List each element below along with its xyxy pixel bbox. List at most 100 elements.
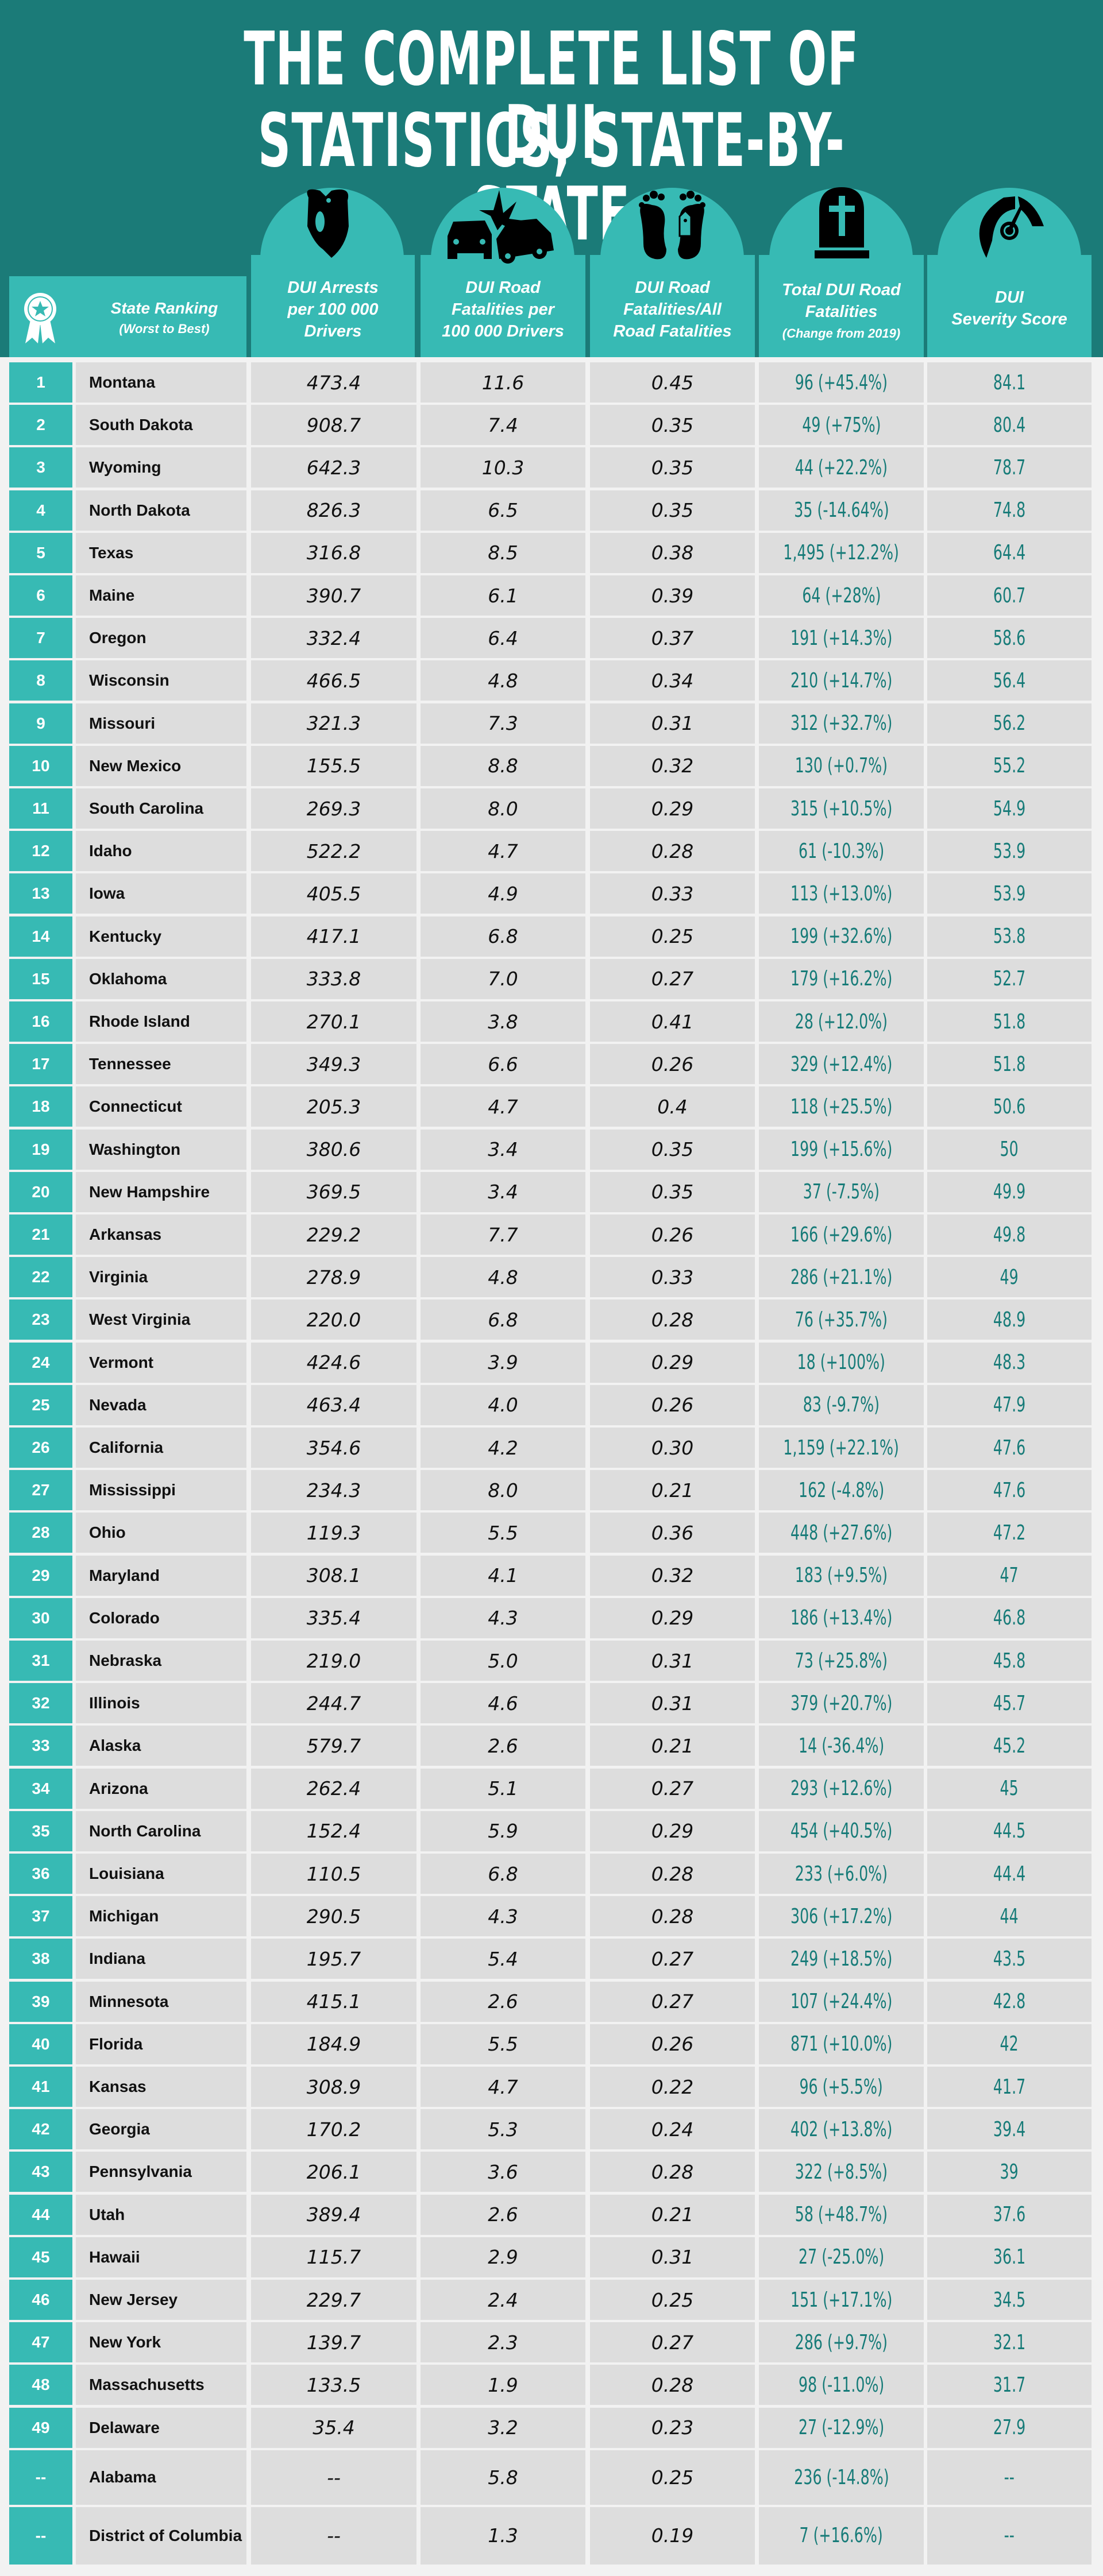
fatality-rate-cell: 6.4 [421,618,585,659]
total-fatalities-cell: 96 (+45.4%) [759,362,924,403]
fatality-share-cell: 0.21 [590,2194,755,2235]
tombstone-icon [815,187,869,258]
state-cell: New Hampshire [76,1171,246,1212]
rank-cell: 45 [9,2237,72,2277]
fatality-share-cell: 0.35 [590,1171,755,1212]
state-cell: Connecticut [76,1086,246,1127]
severity-score-cell: 45.7 [927,1683,1092,1724]
fatality-rate-cell: 1.3 [421,2507,585,2565]
table-row: 21 Arkansas 229.2 7.7 0.26 166 (+29.6%) … [0,1214,1103,1255]
state-cell: Hawaii [76,2237,246,2277]
fatality-share-cell: 0.31 [590,1641,755,1681]
rank-cell: 8 [9,660,72,701]
fatality-rate-cell: 4.7 [421,1086,585,1127]
total-fatalities-cell: 199 (+15.6%) [759,1129,924,1170]
severity-score-cell: 74.8 [927,490,1092,531]
rank-cell: 28 [9,1513,72,1553]
severity-score-cell: 84.1 [927,362,1092,403]
fatality-rate-cell: 5.5 [421,2024,585,2064]
arrests-cell: 380.6 [251,1129,416,1170]
severity-score-cell: 56.2 [927,703,1092,744]
state-cell: Arizona [76,1768,246,1809]
fatality-rate-cell: 11.6 [421,362,585,403]
severity-score-cell: 50 [927,1129,1092,1170]
rank-cell: 43 [9,2152,72,2192]
table-row: 14 Kentucky 417.1 6.8 0.25 199 (+32.6%) … [0,916,1103,957]
total-fatalities-cell: 329 (+12.4%) [759,1044,924,1085]
arrests-cell: 278.9 [251,1257,416,1298]
state-cell: Kentucky [76,916,246,957]
arrests-cell: 473.4 [251,362,416,403]
state-cell: Kansas [76,2067,246,2107]
fatality-rate-cell: 5.5 [421,1513,585,1553]
state-cell: South Carolina [76,788,246,829]
severity-score-cell: 31.7 [927,2365,1092,2405]
state-cell: Iowa [76,873,246,914]
arrests-cell: 316.8 [251,532,416,573]
fatality-rate-cell: 2.4 [421,2280,585,2320]
table-row: 42 Georgia 170.2 5.3 0.24 402 (+13.8%) 3… [0,2109,1103,2150]
severity-score-cell: 44.4 [927,1854,1092,1894]
table-row: 29 Maryland 308.1 4.1 0.32 183 (+9.5%) 4… [0,1555,1103,1596]
table-row: 8 Wisconsin 466.5 4.8 0.34 210 (+14.7%) … [0,660,1103,701]
rank-cell: 23 [9,1299,72,1340]
rank-cell: 18 [9,1086,72,1127]
total-fatalities-cell: 162 (-4.8%) [759,1470,924,1511]
rank-cell: 46 [9,2280,72,2320]
rank-cell: 7 [9,618,72,659]
arrests-cell: 405.5 [251,873,416,914]
fatality-rate-cell: 3.4 [421,1129,585,1170]
rank-cell: 30 [9,1598,72,1638]
arrests-cell: 139.7 [251,2322,416,2363]
arrests-cell: 270.1 [251,1001,416,1042]
table-row: 17 Tennessee 349.3 6.6 0.26 329 (+12.4%)… [0,1044,1103,1085]
rank-cell: 42 [9,2109,72,2150]
total-fatalities-cell: 14 (-36.4%) [759,1726,924,1766]
severity-score-cell: 45.8 [927,1641,1092,1681]
total-fatalities-cell: 166 (+29.6%) [759,1214,924,1255]
total-fatalities-cell: 286 (+21.1%) [759,1257,924,1298]
severity-score-cell: 47.6 [927,1470,1092,1511]
fatality-rate-cell: 5.1 [421,1768,585,1809]
total-fatalities-cell: 448 (+27.6%) [759,1513,924,1553]
state-cell: Missouri [76,703,246,744]
total-fatalities-cell: 64 (+28%) [759,575,924,616]
fatality-share-cell: 0.26 [590,1044,755,1085]
state-cell: Delaware [76,2407,246,2448]
state-cell: Arkansas [76,1214,246,1255]
state-cell: Minnesota [76,1981,246,2022]
severity-score-cell: 44 [927,1896,1092,1937]
fatality-rate-cell: 5.9 [421,1811,585,1851]
fatality-share-cell: 0.39 [590,575,755,616]
total-fatalities-cell: 191 (+14.3%) [759,618,924,659]
total-fatalities-cell: 210 (+14.7%) [759,660,924,701]
total-fatalities-cell: 151 (+17.1%) [759,2280,924,2320]
fatality-share-cell: 0.23 [590,2407,755,2448]
fatality-share-cell: 0.24 [590,2109,755,2150]
fatality-rate-cell: 2.6 [421,1726,585,1766]
state-cell: Massachusetts [76,2365,246,2405]
severity-score-cell: 43.5 [927,1939,1092,1979]
rank-cell: 2 [9,405,72,446]
state-cell: Illinois [76,1683,246,1724]
state-cell: Pennsylvania [76,2152,246,2192]
severity-score-cell: 51.8 [927,1001,1092,1042]
severity-score-cell: -- [927,2507,1092,2565]
severity-score-cell: 48.9 [927,1299,1092,1340]
severity-score-cell: 47.9 [927,1384,1092,1425]
fatality-share-cell: 0.27 [590,2322,755,2363]
total-fatalities-cell: 18 (+100%) [759,1342,924,1383]
severity-score-cell: 48.3 [927,1342,1092,1383]
fatality-share-cell: 0.35 [590,1129,755,1170]
rank-cell: -- [9,2507,72,2565]
arrests-cell: -- [251,2450,416,2505]
table-row: 1 Montana 473.4 11.6 0.45 96 (+45.4%) 84… [0,362,1103,403]
state-cell: Oklahoma [76,958,246,999]
arrests-cell: 908.7 [251,405,416,446]
fatality-share-cell: 0.21 [590,1726,755,1766]
state-cell: California [76,1428,246,1468]
page-title-line-1: THE COMPLETE LIST OF DUI [244,17,859,176]
severity-score-cell: 39 [927,2152,1092,2192]
fatality-share-cell: 0.31 [590,703,755,744]
fatality-share-cell: 0.28 [590,831,755,872]
